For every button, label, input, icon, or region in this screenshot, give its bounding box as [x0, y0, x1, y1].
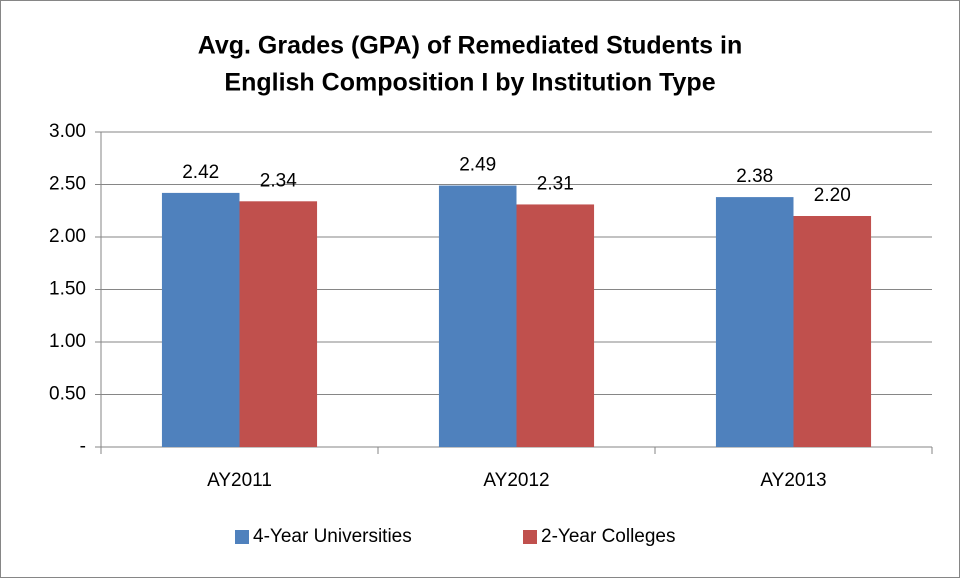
x-tick-label: AY2013 — [760, 470, 826, 491]
bar — [438, 185, 517, 448]
bar — [715, 197, 794, 447]
chart-title: English Composition I by Institution Typ… — [224, 69, 715, 97]
y-tick-label: 1.50 — [49, 279, 86, 300]
x-tick-label: AY2012 — [483, 470, 549, 491]
data-label: 2.20 — [814, 185, 851, 206]
bar — [516, 204, 595, 447]
bar — [161, 192, 240, 447]
legend-swatch — [235, 530, 249, 544]
data-label: 2.31 — [537, 173, 574, 194]
legend-swatch — [523, 530, 537, 544]
data-label: 2.42 — [182, 162, 219, 183]
y-tick-label: 1.00 — [49, 331, 86, 352]
data-label: 2.38 — [736, 166, 773, 187]
y-tick-label: 2.50 — [49, 174, 86, 195]
bar — [239, 201, 318, 447]
y-tick-label: 3.00 — [49, 121, 86, 142]
y-tick-label: - — [80, 436, 86, 457]
y-tick-label: 2.00 — [49, 226, 86, 247]
chart-title: Avg. Grades (GPA) of Remediated Students… — [198, 32, 743, 60]
data-label: 2.49 — [459, 155, 496, 176]
legend-label: 4-Year Universities — [253, 526, 412, 547]
data-label: 2.34 — [260, 170, 297, 191]
bar — [793, 216, 872, 447]
x-tick-label: AY2011 — [207, 470, 272, 491]
legend-label: 2-Year Colleges — [541, 526, 676, 547]
y-tick-label: 0.50 — [49, 384, 86, 405]
